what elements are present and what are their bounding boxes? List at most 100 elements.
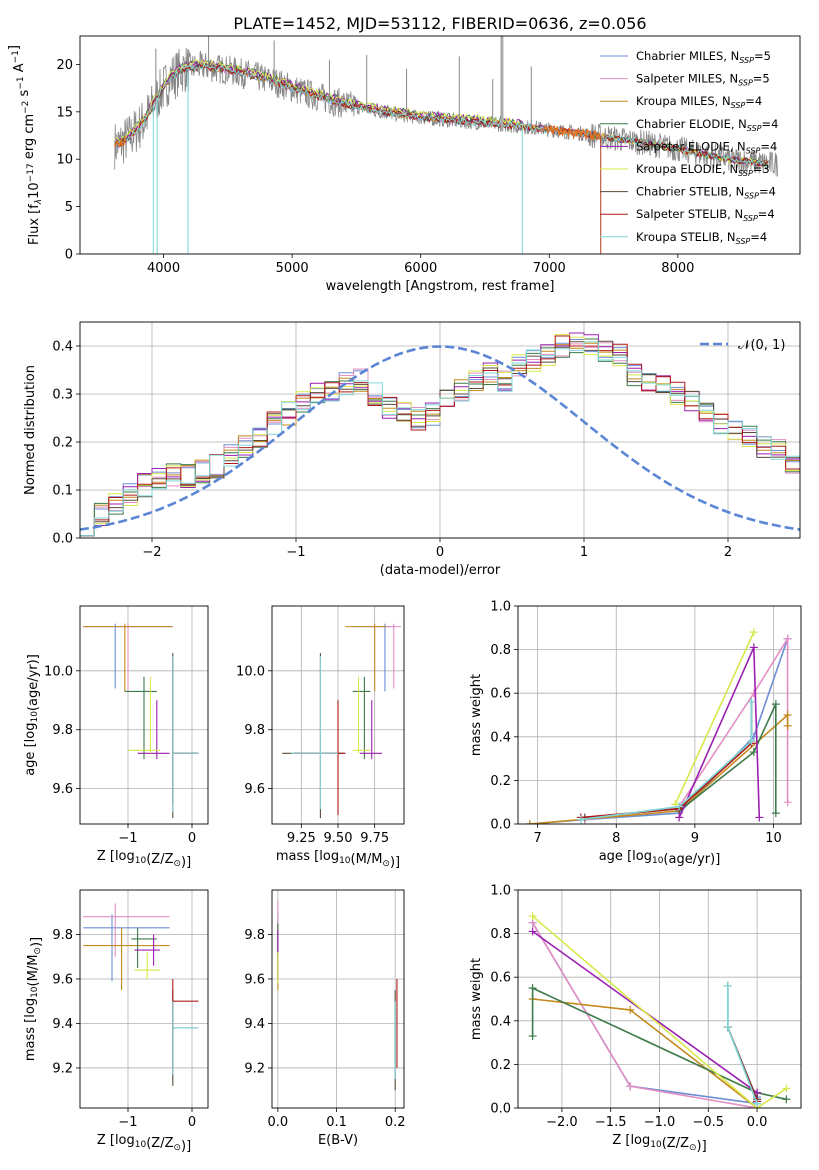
x-tick-label: 0.2 xyxy=(385,1115,406,1130)
y-tick-label: 15 xyxy=(56,105,73,120)
x-tick-label: −1 xyxy=(118,1115,137,1130)
mass-weight-marker xyxy=(626,1082,635,1091)
x-tick-label: 0 xyxy=(436,545,444,560)
x-tick-label: 8 xyxy=(612,831,620,846)
x-tick-label: 0 xyxy=(188,1115,196,1130)
figure-title: PLATE=1452, MJD=53112, FIBERID=0636, z=0… xyxy=(233,14,646,33)
mass-weight-marker xyxy=(723,1023,732,1032)
mass-weight-marker xyxy=(771,700,780,709)
mass-weight-marker xyxy=(525,820,534,824)
y-tick-label: 1.0 xyxy=(490,600,511,615)
mass-weight-marker xyxy=(747,737,756,746)
y-tick-label: 9.6 xyxy=(52,782,73,797)
mass-weight-line xyxy=(584,701,753,819)
mass-weight-line xyxy=(529,638,789,824)
x-tick-label: −0.5 xyxy=(693,1115,725,1130)
mass-weight-line xyxy=(532,915,787,1108)
y-tick-label: 0.1 xyxy=(52,484,73,499)
y-axis-label: mass weight xyxy=(469,958,484,1040)
legend-label: Kroupa ELODIE, NSSP=3 xyxy=(636,162,770,178)
mass-weight-line xyxy=(678,703,777,814)
x-tick-label: 10 xyxy=(765,831,782,846)
mass-weight-line xyxy=(529,713,789,824)
mass-weight-marker xyxy=(783,798,792,807)
x-axis-label: Z [log10(Z/Z⊙)] xyxy=(612,1133,706,1154)
y-tick-label: 0.4 xyxy=(490,730,511,745)
y-tick-label: 9.6 xyxy=(52,972,73,987)
x-tick-label: 4000 xyxy=(147,261,180,276)
y-tick-label: 0.3 xyxy=(52,388,73,403)
legend-label: 𝒩(0, 1) xyxy=(738,338,785,353)
y-tick-label: 9.8 xyxy=(52,723,73,738)
axes-frame xyxy=(79,889,209,1109)
x-axis-label: mass [log10(M/M⊙)] xyxy=(276,849,400,870)
axes-frame xyxy=(271,889,405,1109)
axes-frame xyxy=(79,35,801,255)
mass-weight-marker xyxy=(782,1084,791,1093)
y-tick-label: 0.2 xyxy=(490,774,511,789)
x-tick-label: 7000 xyxy=(533,261,566,276)
x-tick-label: 9.50 xyxy=(324,831,353,846)
axes-frame xyxy=(517,889,802,1109)
y-tick-label: 0.8 xyxy=(490,643,511,658)
y-tick-label: 0.6 xyxy=(490,971,511,986)
x-axis-label: (data-model)/error xyxy=(380,563,501,578)
mass-weight-line xyxy=(532,930,758,1102)
y-axis-label: age [log10(age/yr)] xyxy=(23,654,41,776)
legend-label: Kroupa MILES, NSSP=4 xyxy=(636,94,762,110)
plot-area-residual_histogram xyxy=(80,332,800,537)
spectrum-model-line xyxy=(114,62,768,168)
plot-mass_weight_vs_Z: −2.0 −1.5 −1.0 −0.5 0.0 0.0 0.2 0.4 0.6 0.8 1.0 Z [… xyxy=(469,884,802,1154)
axes-frame xyxy=(517,605,802,825)
mass-weight-marker xyxy=(675,802,684,811)
spectrum-fit-highlight xyxy=(114,136,126,148)
y-axis-label: Normed distribution xyxy=(23,365,38,495)
y-tick-label: 0.0 xyxy=(490,1102,511,1117)
y-tick-label: 9.2 xyxy=(52,1061,73,1076)
legend-label: Chabrier STELIB, NSSP=4 xyxy=(636,185,776,201)
plot-age_vs_mass: 9.25 9.50 9.75 9.6 9.8 10.0 mass [log10(M/M⊙)] xyxy=(236,605,405,870)
x-tick-label: −1 xyxy=(286,545,305,560)
x-axis-label: wavelength [Angstrom, rest frame] xyxy=(326,279,555,294)
x-tick-label: −1.0 xyxy=(644,1115,676,1130)
x-tick-label: −2.0 xyxy=(546,1115,578,1130)
mass-weight-marker xyxy=(753,1099,762,1108)
legend-label: Salpeter MILES, NSSP=5 xyxy=(636,72,770,88)
y-tick-label: 0.0 xyxy=(52,532,73,547)
y-tick-label: 9.8 xyxy=(52,928,73,943)
x-tick-label: −2 xyxy=(142,545,161,560)
x-axis-label: age [log10(age/yr)] xyxy=(599,849,721,867)
y-axis-label: mass weight xyxy=(469,674,484,756)
mass-weight-marker xyxy=(747,697,756,706)
y-tick-label: 9.8 xyxy=(244,928,265,943)
y-tick-label: 5 xyxy=(65,200,73,215)
y-tick-label: 9.6 xyxy=(244,782,265,797)
x-tick-label: −1 xyxy=(118,831,137,846)
y-tick-label: 0.4 xyxy=(52,340,73,355)
legend-label: Kroupa STELIB, NSSP=4 xyxy=(636,230,767,246)
x-tick-label: 0.1 xyxy=(326,1115,347,1130)
mass-weight-line xyxy=(531,986,787,1101)
x-tick-label: 1 xyxy=(580,545,588,560)
plot-area-age_vs_Z xyxy=(83,623,199,819)
axes-frame xyxy=(271,605,405,825)
mass-weight-marker xyxy=(723,981,732,990)
y-tick-label: 0.2 xyxy=(52,436,73,451)
mass-weight-marker xyxy=(755,813,764,822)
y-tick-label: 0 xyxy=(65,248,73,263)
mass-weight-marker xyxy=(783,721,792,730)
y-tick-label: 9.6 xyxy=(244,972,265,987)
mass-weight-marker xyxy=(528,912,537,921)
plot-residual_histogram: −2 −1 0 1 2 0.0 0.1 0.2 0.3 0.4 (data-model)/error… xyxy=(23,321,801,578)
y-tick-label: 10.0 xyxy=(44,664,73,679)
histogram-step xyxy=(80,341,800,537)
y-tick-label: 10 xyxy=(56,153,73,168)
plot-mass_vs_EBV: 0.0 0.1 0.2 9.2 9.4 9.6 9.8 E(B-V) xyxy=(244,889,406,1148)
y-tick-label: 0.4 xyxy=(490,1014,511,1029)
mass-weight-marker xyxy=(675,813,684,822)
plot-mass_vs_Z: −1 0 9.2 9.4 9.6 9.8 Z [log10(Z/Z⊙)] mass [log1… xyxy=(23,889,209,1154)
mass-weight-marker xyxy=(783,634,792,643)
mass-weight-marker xyxy=(771,809,780,818)
axes-frame xyxy=(79,605,209,825)
